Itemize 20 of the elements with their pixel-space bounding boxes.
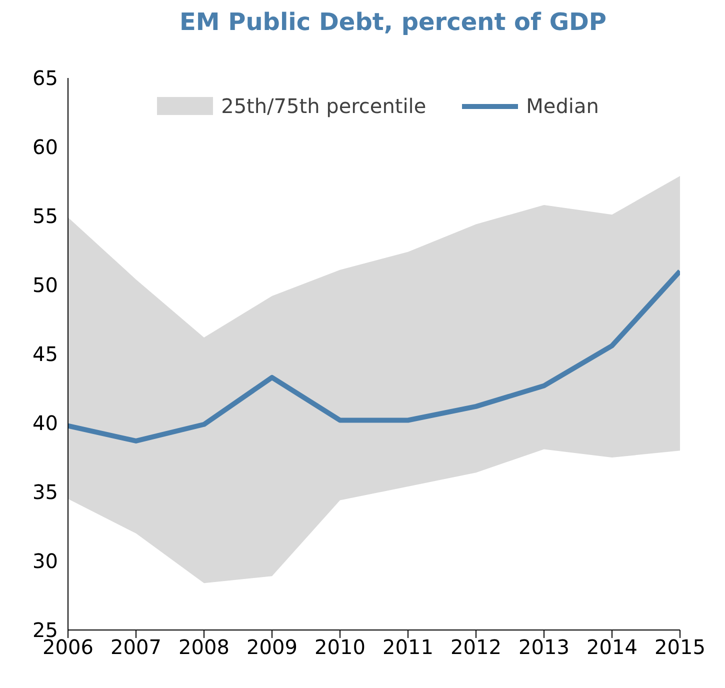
x-tick-label: 2014 bbox=[586, 635, 638, 660]
x-tick-label: 2009 bbox=[246, 635, 298, 660]
legend-label: Median bbox=[526, 94, 599, 118]
x-tick-label: 2007 bbox=[110, 635, 162, 660]
x-tick-label: 2008 bbox=[178, 635, 230, 660]
x-tick-label: 2011 bbox=[382, 635, 434, 660]
x-tick-label: 2010 bbox=[314, 635, 366, 660]
y-tick-label: 55 bbox=[32, 204, 58, 228]
x-tick-label: 2015 bbox=[654, 635, 706, 660]
y-tick-label: 40 bbox=[32, 411, 58, 436]
y-tick-label: 35 bbox=[32, 480, 58, 504]
y-tick-label: 60 bbox=[32, 135, 58, 160]
annotation: 25th/75th percentile bbox=[221, 94, 426, 118]
y-tick-label: 30 bbox=[32, 549, 58, 574]
y-tick-label: 65 bbox=[32, 66, 58, 90]
x-tick-label: 2013 bbox=[518, 635, 570, 660]
chart-title: EM Public Debt, percent of GDP bbox=[178, 8, 608, 38]
y-tick-label: 45 bbox=[32, 342, 58, 366]
y-tick-label: 50 bbox=[32, 273, 58, 298]
x-tick-label: 2012 bbox=[450, 635, 502, 660]
